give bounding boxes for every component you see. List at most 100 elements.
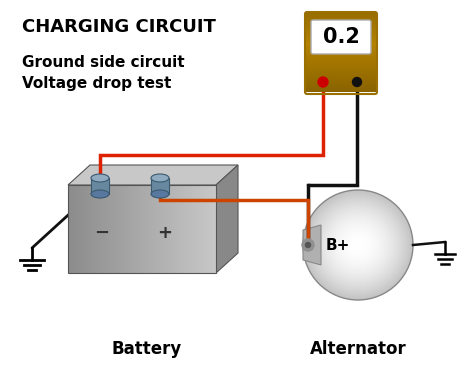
Bar — [305, 70, 377, 71]
Bar — [124, 185, 126, 273]
Bar — [305, 15, 377, 16]
Bar — [305, 14, 377, 15]
Circle shape — [328, 215, 388, 275]
Circle shape — [320, 207, 396, 283]
Circle shape — [353, 240, 363, 250]
Bar — [157, 185, 158, 273]
Bar — [305, 63, 377, 64]
Bar — [197, 185, 199, 273]
Bar — [167, 185, 168, 273]
Bar — [305, 81, 377, 82]
Bar — [305, 87, 377, 88]
Bar — [78, 185, 80, 273]
Bar — [175, 185, 176, 273]
Bar — [305, 51, 377, 52]
Bar — [148, 185, 149, 273]
Bar — [177, 185, 179, 273]
Bar — [305, 39, 377, 40]
Bar — [305, 65, 377, 66]
Bar — [165, 185, 166, 273]
Circle shape — [347, 234, 369, 256]
Circle shape — [356, 243, 360, 247]
Bar — [305, 32, 377, 33]
Bar — [169, 185, 171, 273]
Bar — [153, 185, 155, 273]
Bar — [87, 185, 89, 273]
Bar — [70, 185, 72, 273]
Bar — [110, 185, 111, 273]
Bar — [213, 185, 215, 273]
Bar — [77, 185, 79, 273]
Bar — [305, 61, 377, 62]
Bar — [145, 185, 146, 273]
Bar — [305, 25, 377, 26]
Circle shape — [345, 232, 371, 258]
Bar — [183, 185, 184, 273]
Bar — [185, 185, 186, 273]
Bar — [143, 185, 145, 273]
Bar — [201, 185, 202, 273]
Bar — [102, 185, 103, 273]
Bar — [198, 185, 200, 273]
Bar — [108, 185, 109, 273]
Circle shape — [321, 208, 395, 282]
Circle shape — [313, 200, 403, 290]
Bar — [203, 185, 204, 273]
Circle shape — [315, 202, 401, 288]
Ellipse shape — [91, 190, 109, 198]
Bar — [113, 185, 115, 273]
Bar — [305, 72, 377, 73]
Bar — [305, 52, 377, 53]
Bar — [305, 89, 377, 90]
Bar — [305, 22, 377, 23]
Circle shape — [334, 221, 382, 269]
Bar — [121, 185, 122, 273]
Bar — [214, 185, 216, 273]
Bar — [161, 185, 163, 273]
Circle shape — [318, 205, 398, 285]
Circle shape — [308, 195, 408, 295]
Bar — [182, 185, 183, 273]
Bar — [111, 185, 112, 273]
Bar — [305, 21, 377, 22]
Bar — [106, 185, 108, 273]
Bar — [101, 185, 102, 273]
Text: Alternator: Alternator — [310, 340, 406, 358]
Bar — [305, 45, 377, 46]
Bar — [180, 185, 182, 273]
Bar — [305, 82, 377, 83]
Bar — [305, 41, 377, 42]
Circle shape — [341, 228, 375, 262]
Bar — [119, 185, 120, 273]
Bar — [204, 185, 206, 273]
Bar — [212, 185, 213, 273]
Bar — [305, 48, 377, 49]
Circle shape — [305, 192, 411, 298]
Circle shape — [351, 238, 365, 252]
Bar — [159, 185, 161, 273]
Circle shape — [329, 216, 387, 274]
Circle shape — [335, 222, 381, 268]
Bar — [305, 59, 377, 60]
Bar — [184, 185, 185, 273]
Bar — [305, 90, 377, 91]
Bar — [91, 185, 92, 273]
Bar — [98, 185, 100, 273]
Bar — [80, 185, 82, 273]
Bar — [103, 185, 104, 273]
Bar — [104, 185, 106, 273]
Bar — [305, 78, 377, 79]
Circle shape — [303, 190, 413, 300]
Ellipse shape — [151, 190, 169, 198]
Circle shape — [327, 214, 389, 276]
Circle shape — [350, 237, 366, 253]
Bar — [305, 28, 377, 29]
Circle shape — [342, 229, 374, 261]
Circle shape — [319, 206, 397, 284]
Bar — [194, 185, 195, 273]
Bar — [173, 185, 174, 273]
Bar — [86, 185, 88, 273]
Circle shape — [322, 209, 394, 281]
Bar — [160, 185, 162, 273]
Bar — [109, 185, 110, 273]
